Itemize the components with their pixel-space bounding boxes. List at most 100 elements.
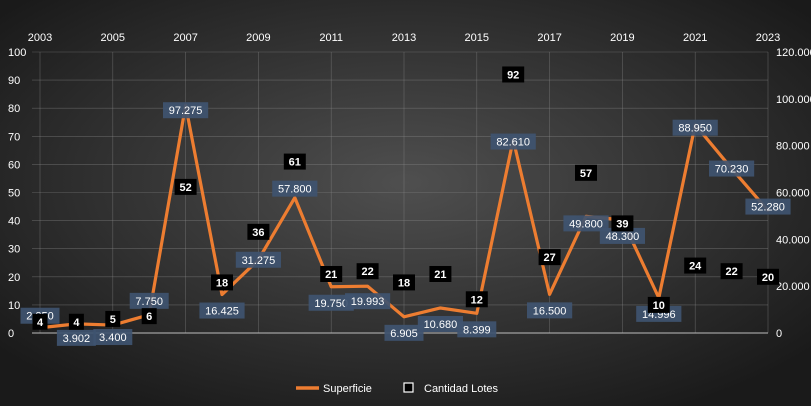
superficie-label-box <box>563 215 609 232</box>
y-left-tick-label: 50 <box>8 188 20 200</box>
lotes-marker <box>141 308 157 325</box>
superficie-data-label: 16.500 <box>533 305 567 317</box>
lotes-data-label: 18 <box>398 277 410 289</box>
superficie-label-box <box>417 315 463 332</box>
x-tick-label: 2011 <box>319 32 343 44</box>
superficie-data-label: 82.610 <box>496 137 530 149</box>
y-right-tick-label: 120.000 <box>776 47 811 59</box>
lotes-marker <box>465 291 488 308</box>
y-right-tick-label: 60.000 <box>776 188 810 200</box>
lotes-marker <box>32 313 48 330</box>
superficie-label-box <box>636 305 682 322</box>
superficie-data-label: 88.950 <box>678 123 712 135</box>
lotes-data-label: 52 <box>179 182 191 194</box>
legend: Superficie Cantidad Lotes <box>296 382 498 395</box>
y-right-tick-label: 20.000 <box>776 281 810 293</box>
superficie-label-box <box>272 180 318 197</box>
lotes-data-label: 6 <box>146 311 152 323</box>
lotes-marker <box>174 178 197 195</box>
lotes-marker <box>757 268 779 285</box>
superficie-label-box <box>93 329 133 346</box>
superficie-label-box <box>56 329 96 346</box>
lotes-marker <box>611 215 634 232</box>
lotes-marker <box>575 164 597 181</box>
x-tick-label: 2017 <box>537 32 561 44</box>
superficie-data-label: 8.399 <box>463 324 491 336</box>
superficie-data-label: 3.400 <box>99 332 127 344</box>
lotes-data-label: 22 <box>361 266 373 278</box>
superficie-label-box <box>199 302 245 319</box>
lotes-marker <box>429 265 452 282</box>
axes: 2003 2005 2007 2009 2011 2013 2015 2017 2019 2021… <box>8 32 811 340</box>
superficie-label-box <box>384 324 424 341</box>
superficie-label-box <box>599 227 645 244</box>
lotes-data-label: 22 <box>725 266 737 278</box>
y-left-tick-label: 30 <box>8 244 20 256</box>
superficie-data-label: 31.275 <box>242 255 276 267</box>
y-left-tick-label: 60 <box>8 159 20 171</box>
y-left-tick-label: 40 <box>8 216 20 228</box>
superficie-label-box <box>163 102 209 119</box>
x-tick-label: 2015 <box>465 32 489 44</box>
y-right-tick-label: 0 <box>776 328 782 340</box>
y-right-tick-label: 80.000 <box>776 141 810 153</box>
lotes-marker <box>68 313 84 330</box>
lotes-data-label: 57 <box>580 168 592 180</box>
superficie-label-box <box>129 292 169 309</box>
y-left-tick-label: 90 <box>8 75 20 87</box>
x-tick-label: 2009 <box>246 32 270 44</box>
superficie-label-box <box>235 251 281 268</box>
lotes-marker <box>247 223 270 240</box>
lotes-data-label: 4 <box>73 317 80 329</box>
x-tick-label: 2005 <box>101 32 125 44</box>
superficie-data-label: 16.425 <box>205 306 239 318</box>
y-right-tick-label: 40.000 <box>776 234 810 246</box>
superficie-label-box <box>308 294 354 311</box>
superficie-data-label: 52.280 <box>751 202 785 214</box>
lotes-data-label: 36 <box>252 227 264 239</box>
superficie-data-label: 57.800 <box>278 184 312 196</box>
lotes-marker <box>647 296 670 313</box>
x-tick-label: 2021 <box>683 32 707 44</box>
superficie-label-box <box>345 293 391 310</box>
superficie-label-box <box>745 198 791 215</box>
legend-superficie-label: Superficie <box>323 383 372 395</box>
x-tick-label: 2013 <box>392 32 416 44</box>
lotes-marker <box>211 274 233 291</box>
legend-lotes-label: Cantidad Lotes <box>424 383 498 395</box>
superficie-data-label: 6.905 <box>390 328 418 340</box>
lotes-marker <box>320 265 343 282</box>
superficie-series <box>38 103 770 330</box>
lotes-data-label: 24 <box>689 261 702 273</box>
superficie-data-label: 70.230 <box>715 164 749 176</box>
legend-lotes-swatch <box>403 382 414 393</box>
x-tick-label: 2023 <box>756 32 780 44</box>
superficie-label-box <box>490 133 536 150</box>
y-left-tick-label: 10 <box>8 300 20 312</box>
y-left-tick-label: 70 <box>8 131 20 143</box>
superficie-label-box <box>457 321 497 338</box>
x-tick-label: 2003 <box>28 32 52 44</box>
lotes-data-label: 20 <box>762 272 774 284</box>
superficie-label-box <box>672 119 718 136</box>
superficie-data-label: 19.750 <box>314 298 348 310</box>
lotes-data-label: 61 <box>289 157 301 169</box>
data-labels: 2.2503.9023.4007.75097.27516.42531.27557… <box>20 66 791 346</box>
lotes-marker <box>684 257 707 274</box>
lotes-data-label: 92 <box>507 69 519 81</box>
y-left-tick-label: 80 <box>8 103 20 115</box>
lotes-marker <box>356 263 379 280</box>
superficie-data-label: 7.750 <box>135 296 163 308</box>
y-left-tick-label: 20 <box>8 272 20 284</box>
lotes-marker <box>105 310 121 327</box>
lotes-data-label: 4 <box>37 317 44 329</box>
superficie-data-label: 48.300 <box>606 231 640 243</box>
superficie-data-label: 10.680 <box>424 319 458 331</box>
x-tick-label: 2007 <box>173 32 197 44</box>
lotes-data-label: 12 <box>471 294 483 306</box>
lotes-data-label: 21 <box>434 269 446 281</box>
lotes-marker <box>720 263 743 280</box>
